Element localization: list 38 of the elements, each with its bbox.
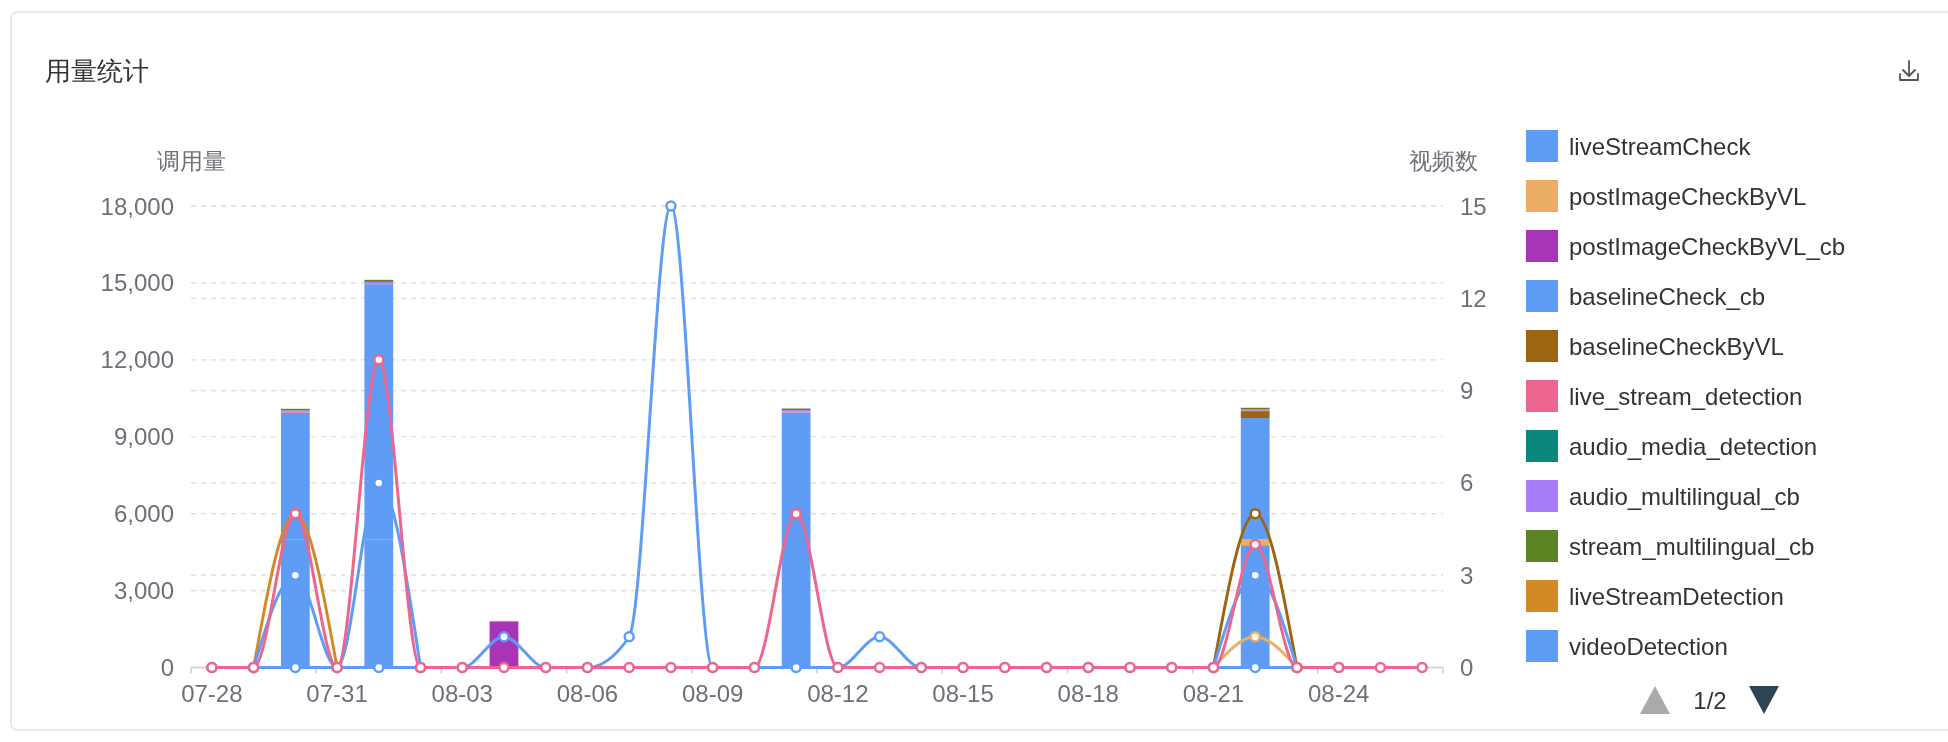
x-tick-label: 08-21 xyxy=(1182,679,1245,707)
y-tick-label: 9,000 xyxy=(113,423,174,451)
y-tick-label: 0 xyxy=(160,654,174,681)
y2-tick-label: 0 xyxy=(1460,654,1474,681)
legend-label: audio_media_detection xyxy=(1569,432,1818,460)
y-tick-label: 3,000 xyxy=(113,577,174,605)
legend-label: baselineCheckByVL xyxy=(1569,332,1784,360)
legend-label: videoDetection xyxy=(1569,632,1728,660)
x-tick-label: 08-03 xyxy=(431,679,493,707)
y-tick-label: 18,000 xyxy=(100,192,174,220)
x-tick-label: 08-12 xyxy=(807,679,869,707)
legend-label: postImageCheckByVL_cb xyxy=(1569,232,1846,260)
legend-label: liveStreamCheck xyxy=(1569,132,1752,160)
x-tick-label: 08-06 xyxy=(556,679,619,707)
x-tick-label: 08-15 xyxy=(932,679,994,707)
y-tick-label: 6,000 xyxy=(113,500,174,528)
legend-label: live_stream_detection xyxy=(1569,382,1803,410)
y2-tick-label: 9 xyxy=(1460,377,1474,405)
chart-title: 用量统计 xyxy=(45,56,149,86)
y2-tick-label: 6 xyxy=(1460,469,1474,497)
y-tick-label: 12,000 xyxy=(100,346,174,374)
y2-axis-title: 视频数 xyxy=(1408,148,1478,174)
y2-tick-label: 12 xyxy=(1460,284,1487,312)
x-tick-label: 07-28 xyxy=(181,679,243,707)
text: 1/2 xyxy=(1693,686,1727,714)
y-axis-title: 调用量 xyxy=(156,148,226,174)
y-tick-label: 15,000 xyxy=(100,269,174,297)
y2-tick-label: 15 xyxy=(1460,192,1487,220)
x-tick-label: 08-09 xyxy=(681,679,744,707)
y2-tick-label: 3 xyxy=(1460,561,1474,589)
x-tick-label: 08-24 xyxy=(1307,679,1370,707)
legend-label: postImageCheckByVL xyxy=(1569,182,1807,210)
x-tick-label: 07-31 xyxy=(306,679,368,707)
legend-label: liveStreamDetection xyxy=(1569,582,1784,610)
x-tick-label: 08-18 xyxy=(1057,679,1119,707)
legend-label: baselineCheck_cb xyxy=(1569,282,1766,310)
legend-label: audio_multilingual_cb xyxy=(1569,482,1800,510)
legend-label: stream_multilingual_cb xyxy=(1569,532,1815,560)
